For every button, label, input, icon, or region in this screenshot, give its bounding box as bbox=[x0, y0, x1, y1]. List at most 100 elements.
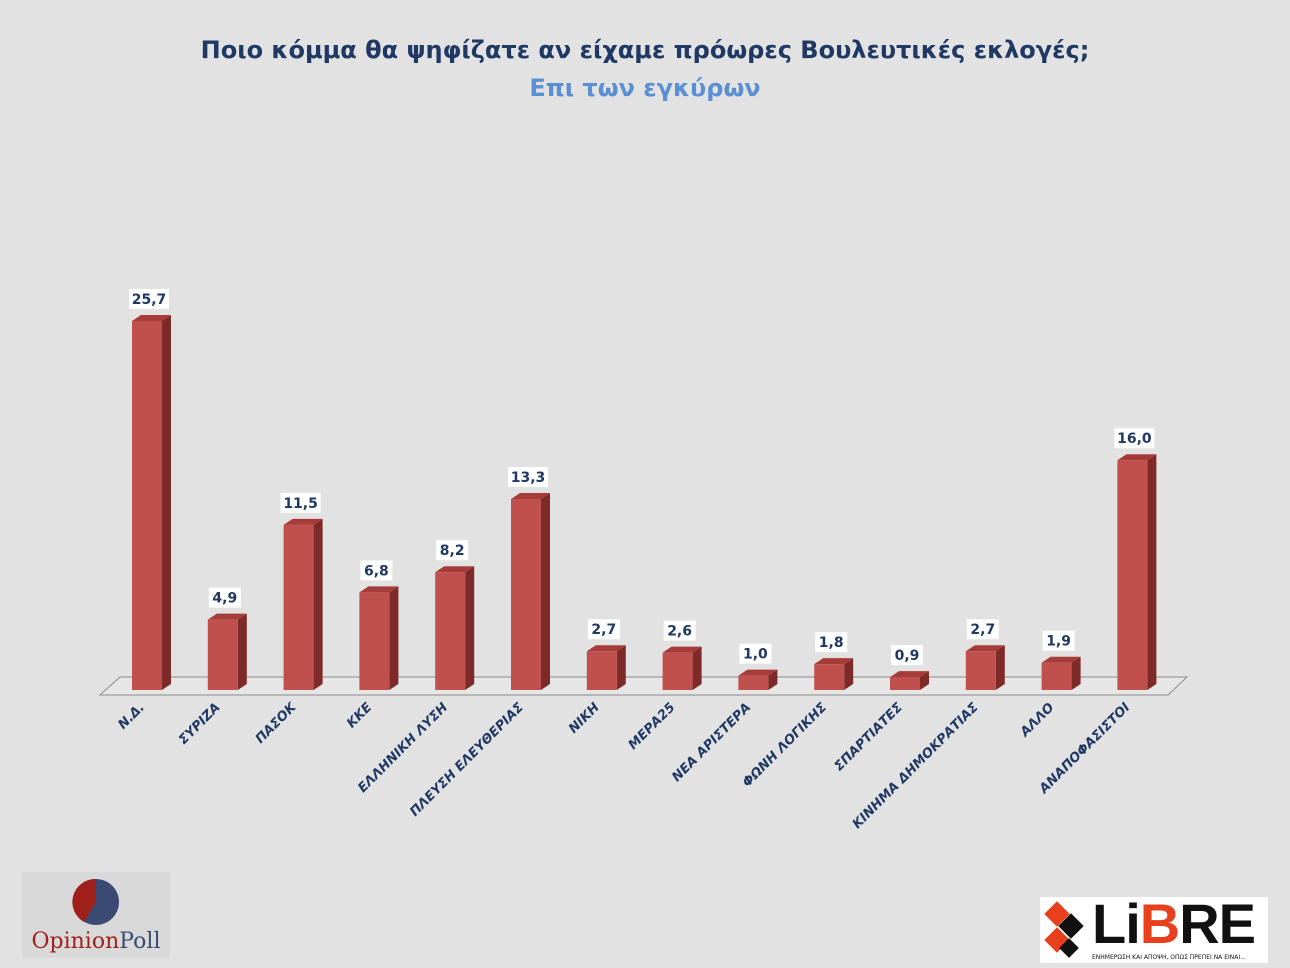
category-label: Ν.Δ. bbox=[115, 700, 147, 732]
bar-side bbox=[237, 613, 247, 690]
bar bbox=[132, 314, 171, 690]
bar-top bbox=[435, 566, 475, 573]
bar-top bbox=[965, 645, 1005, 652]
bar-side bbox=[995, 645, 1005, 690]
bar-side bbox=[1147, 454, 1157, 690]
libre-tagline: ΕΝΗΜΕΡΩΣΗ ΚΑΙ ΑΠΟΨΗ, ΟΠΩΣ ΠΡΕΠΕΙ ΝΑ ΕΙΝΑ… bbox=[1092, 954, 1246, 961]
data-label-box bbox=[360, 560, 393, 581]
bar-side bbox=[162, 314, 171, 690]
bar-top bbox=[132, 314, 171, 321]
bar bbox=[1041, 656, 1081, 690]
data-label-box bbox=[1042, 630, 1075, 651]
bar-front bbox=[283, 524, 314, 690]
category-label: ΑΛΛΟ bbox=[1017, 700, 1057, 740]
bar-front bbox=[965, 651, 996, 690]
chart-floor bbox=[98, 676, 1189, 696]
bar-top bbox=[586, 645, 626, 652]
bar-side bbox=[920, 671, 929, 690]
bar-front bbox=[738, 675, 769, 690]
category-label: ΦΩΝΗ ΛΟΓΙΚΗΣ bbox=[740, 700, 830, 790]
bar-top bbox=[738, 669, 778, 676]
libre-logo: LiBRE ΕΝΗΜΕΡΩΣΗ ΚΑΙ ΑΠΟΨΗ, ΟΠΩΣ ΠΡΕΠΕΙ Ν… bbox=[1040, 892, 1268, 963]
bar-side bbox=[844, 658, 854, 690]
bar bbox=[738, 669, 778, 690]
bar bbox=[283, 518, 323, 690]
category-label: ΠΑΣΟΚ bbox=[253, 700, 300, 747]
bar-side bbox=[541, 493, 550, 690]
bar-front bbox=[586, 651, 617, 690]
data-label: 25,7 bbox=[132, 292, 167, 308]
category-label: ΚΙΝΗΜΑ ΔΗΜΟΚΡΑΤΙΑΣ bbox=[850, 700, 982, 832]
category-label: ΣΠΑΡΤΙΑΤΕΣ bbox=[832, 700, 906, 774]
data-label-box bbox=[436, 540, 469, 561]
data-label: 1,8 bbox=[819, 635, 844, 651]
category-label: ΚΚΕ bbox=[344, 700, 375, 731]
bar-front bbox=[1041, 662, 1072, 690]
data-label: 8,2 bbox=[440, 543, 465, 559]
data-label-box bbox=[663, 620, 696, 641]
data-label-box bbox=[739, 643, 772, 664]
bar-side bbox=[616, 645, 626, 690]
data-label: 2,7 bbox=[970, 622, 995, 638]
bar-top bbox=[814, 658, 854, 665]
bar bbox=[207, 613, 247, 690]
data-label: 1,9 bbox=[1046, 634, 1071, 650]
bar bbox=[890, 671, 929, 690]
category-label: ΜΕΡΑ25 bbox=[626, 700, 679, 753]
bar-top bbox=[890, 671, 929, 678]
bar-front bbox=[814, 664, 845, 690]
bar-front bbox=[511, 499, 541, 690]
bar-top bbox=[511, 493, 550, 500]
bar-top bbox=[359, 586, 399, 593]
bar-front bbox=[207, 619, 238, 690]
data-label: 2,7 bbox=[591, 622, 616, 638]
bar-side bbox=[313, 518, 323, 690]
bar-top bbox=[1117, 454, 1157, 461]
bar bbox=[359, 586, 399, 690]
bar-side bbox=[1071, 656, 1081, 690]
data-label-box bbox=[587, 619, 620, 640]
data-label-box bbox=[966, 619, 999, 640]
bar bbox=[965, 645, 1005, 690]
data-label: 6,8 bbox=[364, 563, 389, 579]
category-label: ΣΥΡΙΖΑ bbox=[176, 700, 223, 747]
category-label: ΝΙΚΗ bbox=[566, 700, 603, 737]
data-label-box bbox=[129, 288, 169, 309]
bar-front bbox=[359, 592, 390, 690]
bar-side bbox=[768, 669, 778, 690]
bar bbox=[435, 566, 475, 690]
bar bbox=[662, 646, 702, 690]
data-label: 13,3 bbox=[511, 470, 546, 486]
bar-top bbox=[283, 518, 323, 525]
chart-title: Ποιο κόμμα θα ψηφίζατε αν είχαμε πρόωρες… bbox=[200, 36, 1090, 64]
data-label-box bbox=[891, 645, 923, 666]
data-label-box bbox=[280, 492, 321, 513]
data-label: 0,9 bbox=[895, 648, 920, 664]
data-label-box bbox=[508, 467, 548, 488]
data-label: 4,9 bbox=[212, 591, 237, 607]
bar-top bbox=[662, 646, 702, 653]
chart-subtitle: Επι των εγκύρων bbox=[529, 74, 761, 102]
bar-front bbox=[1117, 460, 1148, 690]
bar-front bbox=[890, 677, 920, 690]
bar bbox=[814, 658, 854, 690]
category-label: ΝΕΑ ΑΡΙΣΤΕΡΑ bbox=[669, 700, 754, 785]
bar-top bbox=[207, 613, 247, 620]
bar-top bbox=[1041, 656, 1081, 663]
bar bbox=[511, 493, 550, 690]
data-label: 11,5 bbox=[283, 496, 318, 512]
bar-side bbox=[389, 586, 399, 690]
bar-side bbox=[692, 646, 702, 690]
bar-front bbox=[435, 572, 466, 690]
data-label: 1,0 bbox=[743, 647, 768, 663]
bar-front bbox=[132, 320, 162, 690]
data-label-box bbox=[1114, 428, 1155, 449]
data-label-box bbox=[815, 632, 848, 653]
data-label-box bbox=[208, 587, 241, 608]
bar-front bbox=[662, 652, 693, 690]
data-label: 2,6 bbox=[667, 624, 692, 640]
data-label: 16,0 bbox=[1117, 431, 1152, 447]
bar-side bbox=[465, 566, 475, 690]
bar bbox=[586, 645, 626, 690]
